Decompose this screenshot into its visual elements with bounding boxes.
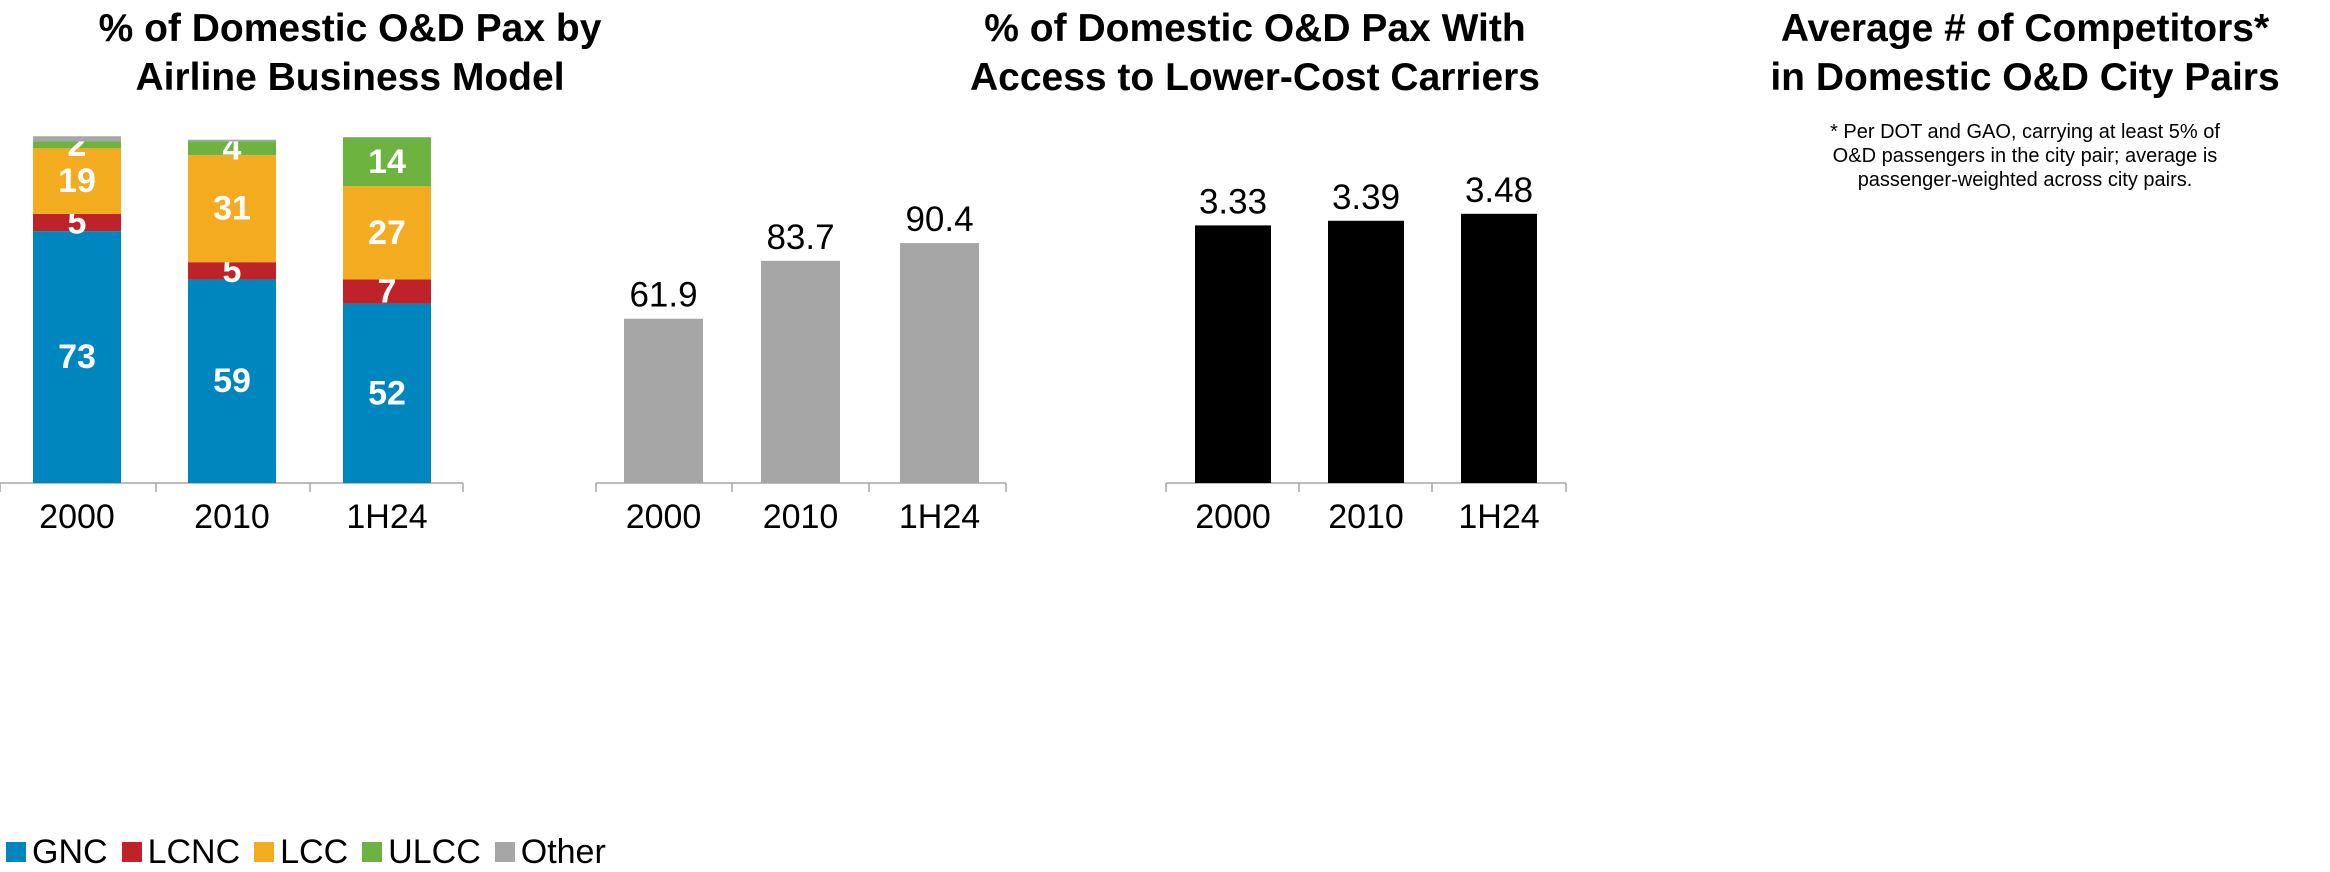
data-label: 73: [58, 338, 96, 376]
x-tick-label: 2000: [39, 498, 115, 536]
legend-swatch: [6, 842, 26, 862]
chart-title: % of Domestic O&D Pax by Airline Busines…: [0, 4, 700, 102]
data-label: 3.33: [1199, 182, 1267, 221]
legend-swatch: [494, 842, 515, 862]
data-label: 3.39: [1332, 178, 1400, 217]
chart-title-line-1: % of Domestic O&D Pax by: [98, 7, 602, 50]
data-label: 90.4: [905, 200, 973, 239]
bar-segment-gnc: [188, 279, 276, 483]
data-label: 2: [68, 126, 87, 164]
x-tick-label: 2000: [1195, 498, 1271, 536]
bar-segment-lcc: [188, 155, 276, 263]
x-tick-label: 2010: [763, 498, 839, 536]
data-label: 61.9: [629, 276, 697, 315]
data-label: 52: [368, 374, 406, 412]
bar: [761, 260, 840, 483]
chart-title: Average # of Competitors* in Domestic O&…: [1720, 4, 2330, 102]
bar-segment-lcc: [33, 148, 121, 214]
chart-title-line-2: in Domestic O&D City Pairs: [1770, 56, 2280, 99]
legend-label: ULCC: [388, 832, 481, 871]
chart-panel-business-model: % of Domestic O&D Pax by Airline Busines…: [0, 0, 700, 871]
data-label: 4: [223, 129, 242, 167]
chart-title-line-1: % of Domestic O&D Pax With: [984, 7, 1526, 50]
x-tick-label: 2010: [194, 498, 270, 536]
bar-segment-other: [343, 136, 431, 138]
footnote-line-2: O&D passengers in the city pair; average…: [1832, 145, 2218, 167]
data-label: 7: [378, 273, 397, 311]
bar-segment-other: [188, 139, 276, 142]
bar: [1195, 225, 1271, 483]
legend-label: GNC: [32, 832, 108, 871]
data-label: 19: [58, 162, 96, 200]
x-tick-label: 2000: [626, 498, 702, 536]
bar-segment-ulcc: [33, 141, 121, 149]
chart-title-line-2: Access to Lower-Cost Carriers: [969, 56, 1541, 99]
bar-chart: 2000 2010 1H24 3.33 3.39 3.48: [1165, 171, 1567, 536]
bar: [1461, 213, 1537, 483]
data-label: 31: [213, 190, 251, 228]
legend-swatch: [362, 842, 383, 862]
footnote-line-1: * Per DOT and GAO, carrying at least 5% …: [1830, 121, 2220, 143]
chart-footnote: * Per DOT and GAO, carrying at least 5% …: [1720, 120, 2330, 192]
data-label: 59: [213, 362, 251, 400]
x-tick-label: 2010: [1328, 498, 1404, 536]
chart-panel-competitors: Average # of Competitors* in Domestic O&…: [1165, 0, 2330, 871]
legend-item-lcc: LCC: [254, 833, 348, 872]
bar: [624, 318, 703, 483]
bar-segment-lcc: [343, 186, 431, 280]
x-tick-label: 1H24: [1458, 498, 1539, 536]
chart-title: % of Domestic O&D Pax With Access to Low…: [860, 4, 1650, 102]
bar-segment-ulcc: [188, 141, 276, 156]
x-tick-label: 1H24: [346, 498, 427, 536]
legend-item-ulcc: ULCC: [362, 833, 481, 872]
bar-segment-lcnc: [343, 279, 431, 304]
bar: [900, 243, 979, 483]
bar-segment-gnc: [33, 231, 121, 483]
data-label: 3.48: [1465, 171, 1533, 210]
legend-item-lcnc: LCNC: [121, 832, 241, 872]
chart-panel-lower-cost-access: % of Domestic O&D Pax With Access to Low…: [595, 0, 1650, 871]
data-label: 27: [368, 214, 406, 252]
data-label: 83.7: [766, 218, 834, 257]
bar-segment-other: [33, 136, 121, 142]
x-tick-label: 1H24: [899, 498, 980, 536]
legend-swatch: [121, 842, 142, 862]
bar: [1328, 220, 1404, 484]
bar-chart: 2000 2010 1H24 61.9 83.7 90.4: [595, 200, 1007, 536]
chart-legend: GNC LCNC LCC ULCC Other: [6, 832, 620, 872]
chart-title-line-2: Airline Business Model: [135, 56, 565, 99]
data-label: 14: [368, 143, 406, 181]
legend-swatch: [254, 842, 275, 862]
footnote-line-3: passenger-weighted across city pairs.: [1857, 169, 2193, 191]
chart-title-line-1: Average # of Competitors*: [1780, 7, 2270, 50]
legend-label: Other: [520, 832, 606, 871]
legend-item-other: Other: [494, 832, 606, 872]
bar-segment-gnc: [343, 303, 431, 483]
legend-label: LCC: [280, 832, 349, 871]
bar-segment-lcnc: [33, 213, 121, 232]
bar-segment-lcnc: [188, 262, 276, 280]
legend-label: LCNC: [147, 832, 241, 871]
legend-item-gnc: GNC: [6, 833, 108, 872]
bar-segment-ulcc: [343, 138, 431, 187]
